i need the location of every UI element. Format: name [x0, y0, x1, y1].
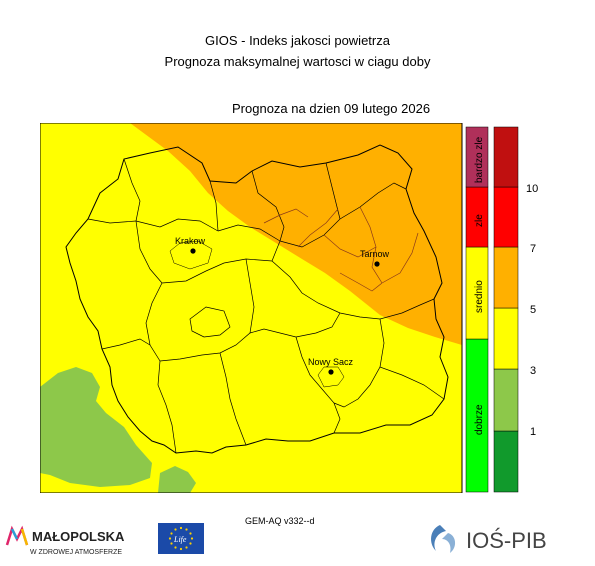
eu-stars-icon: [168, 526, 194, 551]
scale-label-7: 7: [530, 243, 536, 255]
malopolska-name: MAŁOPOLSKA: [32, 529, 125, 544]
value-scale: 1 3 5 7 10: [493, 126, 538, 493]
scale-band-5: [493, 186, 519, 248]
ios-leaf-icon: [431, 525, 446, 551]
scale-label-10: 10: [526, 183, 538, 195]
map-title: GIOS - Indeks jakosci powietrza: [205, 33, 390, 48]
nowy-sacz-outline: [317, 366, 345, 388]
city-nowy-sacz: Nowy Sacz: [308, 357, 354, 388]
malopolska-logo: MAŁOPOLSKA W ZDROWEJ ATMOSFERZE: [5, 525, 125, 556]
city-krakow: Krakow: [169, 236, 213, 270]
legend-zle-label: zle: [474, 214, 485, 227]
scale-band-2: [493, 368, 519, 432]
scale-label-3: 3: [530, 365, 536, 377]
legend-bardzo-zle-label: bardzo zle: [474, 136, 485, 183]
tarnow-marker: [374, 261, 380, 267]
nowy-sacz-marker: [328, 369, 334, 375]
legend-dobrze-label: dobrze: [474, 404, 485, 435]
legend-bardzo-zle: [465, 126, 489, 188]
map-subtitle: Prognoza maksymalnej wartosci w ciagu do…: [164, 54, 431, 69]
nowy-sacz-label: Nowy Sacz: [308, 357, 354, 367]
ios-pib-logo: IOŚ-PIB: [431, 525, 547, 553]
forecast-date: Prognoza na dzien 09 lutego 2026: [232, 101, 431, 116]
ios-pib-name: IOŚ-PIB: [466, 528, 547, 553]
scale-label-5: 5: [530, 304, 536, 316]
green-patch: [158, 466, 196, 493]
orange-zone: [130, 123, 462, 345]
eu-life-text: Life: [173, 535, 187, 544]
eu-life-logo: Life: [158, 523, 204, 554]
scale-band-3: [493, 307, 519, 370]
orange-zone-borders: [263, 206, 419, 292]
map-frame: [40, 123, 463, 493]
scale-band-1: [493, 430, 519, 493]
krakow-marker: [190, 248, 196, 254]
category-legend: dobrze srednio zle bardzo zle: [465, 126, 489, 493]
malopolska-tagline: W ZDROWEJ ATMOSFERZE: [30, 549, 122, 556]
scale-label-1: 1: [530, 426, 536, 438]
green-zone: [40, 367, 152, 487]
map-area: Krakow Tarnow Nowy Sacz: [40, 123, 463, 493]
air-quality-map: Krakow Tarnow Nowy Sacz dobrze srednio z…: [40, 123, 538, 493]
krakow-outline: [169, 240, 213, 270]
krakow-label: Krakow: [175, 236, 206, 246]
city-tarnow: Tarnow: [360, 249, 390, 267]
tarnow-label: Tarnow: [360, 249, 390, 259]
legend-srednio-label: srednio: [474, 280, 485, 313]
scale-band-6: [493, 126, 519, 188]
district-borders: [87, 158, 445, 454]
scale-band-4: [493, 246, 519, 309]
model-version: GEM-AQ v332--d: [245, 516, 315, 526]
region-outline: [65, 144, 449, 454]
